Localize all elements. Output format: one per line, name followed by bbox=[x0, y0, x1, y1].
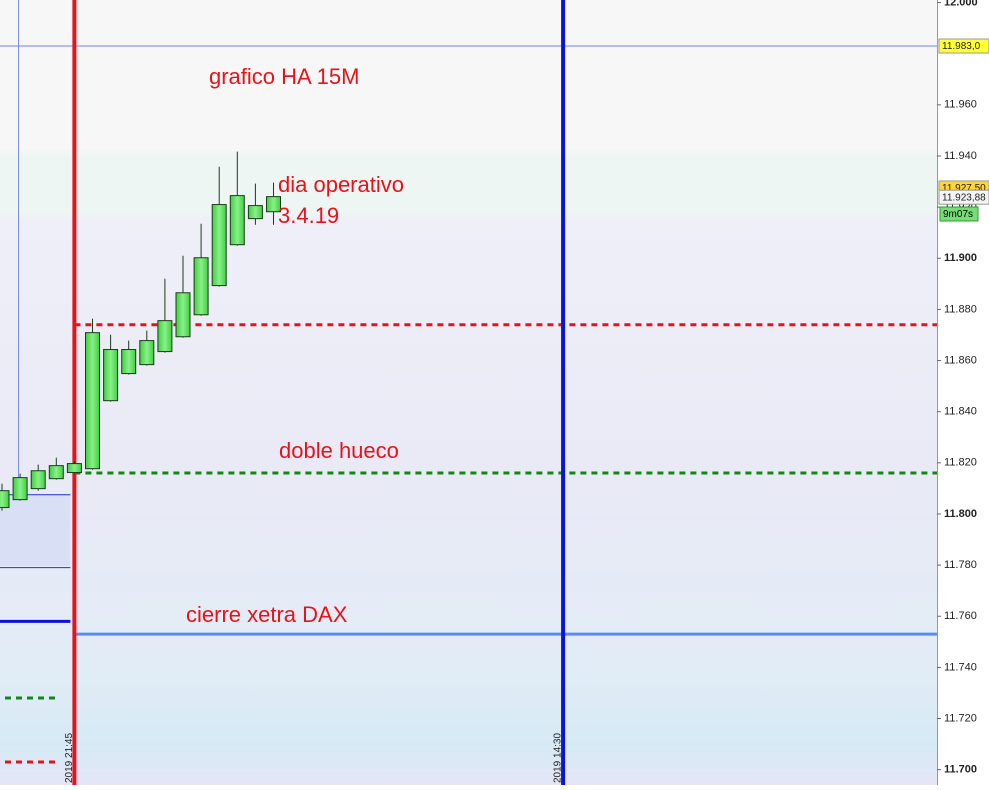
candle-body bbox=[157, 320, 173, 353]
range-box bbox=[0, 494, 70, 566]
y-tick-label: 12.000 bbox=[944, 0, 978, 8]
candle-body bbox=[48, 465, 64, 480]
candle-body bbox=[85, 332, 100, 470]
countdown: 9m07s bbox=[943, 209, 973, 220]
annotation: 3.4.19 bbox=[278, 203, 339, 228]
candle-body bbox=[193, 257, 209, 316]
y-tick-label: 11.840 bbox=[944, 406, 977, 418]
x-tick-label: 2019 21:45 bbox=[64, 733, 75, 783]
candle-body bbox=[229, 195, 245, 246]
y-tick-label: 11.880 bbox=[944, 303, 977, 315]
price-label-box bbox=[938, 189, 989, 205]
plot-layer bbox=[0, 0, 937, 785]
candle-body bbox=[211, 204, 227, 287]
annotation: grafico HA 15M bbox=[209, 64, 359, 89]
y-tick-label: 11.900 bbox=[944, 252, 977, 264]
candle-body bbox=[121, 349, 137, 375]
annotation: doble hueco bbox=[279, 438, 399, 463]
candle-body bbox=[103, 349, 119, 402]
candle-body bbox=[30, 470, 46, 490]
y-tick-label: 11.860 bbox=[944, 354, 977, 366]
y-tick-label: 11.700 bbox=[944, 764, 977, 776]
y-tick-label: 11.780 bbox=[944, 559, 977, 571]
candle-body bbox=[12, 477, 28, 501]
y-tick-label: 11.820 bbox=[944, 457, 977, 469]
y-tick-label: 11.960 bbox=[944, 99, 977, 111]
candle-body bbox=[247, 205, 263, 220]
y-tick-label: 11.760 bbox=[944, 610, 977, 622]
candle-body bbox=[266, 196, 281, 213]
y-tick-label: 11.800 bbox=[944, 508, 977, 520]
price-label: 11.983,0 bbox=[942, 41, 981, 52]
y-tick-label: 11.720 bbox=[944, 712, 977, 724]
y-tick-label: 11.740 bbox=[944, 661, 977, 673]
annotation: cierre xetra DAX bbox=[186, 602, 348, 627]
plot-background bbox=[0, 0, 937, 785]
price-label: 11.927,50 bbox=[942, 183, 986, 194]
price-label: 11.923,88 bbox=[942, 192, 986, 203]
candle-body bbox=[175, 292, 191, 338]
x-tick-label: 2019 14:30 bbox=[553, 733, 564, 783]
candle-body bbox=[0, 490, 10, 509]
y-tick-label: 11.940 bbox=[944, 150, 977, 162]
candle-body bbox=[139, 340, 155, 366]
countdown-box bbox=[939, 206, 979, 222]
annotation: dia operativo bbox=[278, 172, 404, 197]
price-label-box bbox=[938, 38, 989, 54]
candle-body bbox=[66, 463, 82, 474]
